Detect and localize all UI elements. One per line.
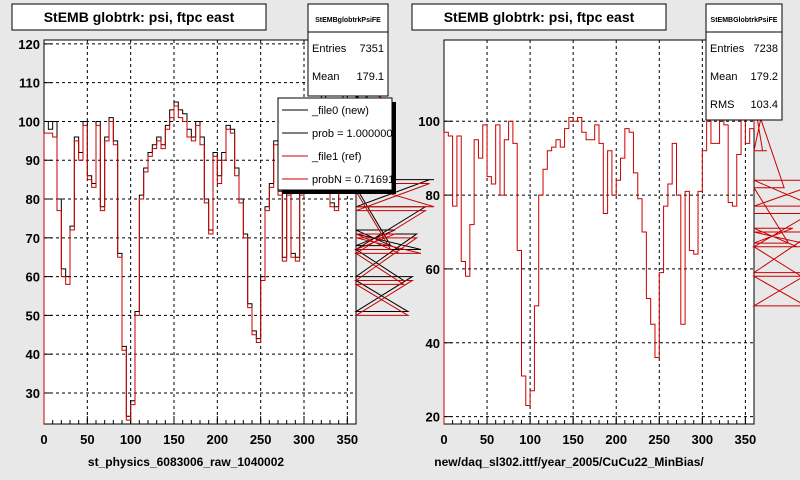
- y-tick-label: 120: [18, 37, 40, 52]
- y-tick-label: 80: [26, 192, 40, 207]
- series-line-1: [443, 69, 800, 424]
- x-tick-label: 300: [293, 432, 315, 447]
- x-tick-label: 100: [519, 432, 541, 447]
- x-tick-label: 200: [206, 432, 228, 447]
- x-tick-label: 250: [250, 432, 272, 447]
- stats-value: 179.2: [750, 71, 778, 83]
- panels: 0 50 100 150 200 250 300 3503040506070809010011…: [11, 3, 800, 469]
- stats-value: 7351: [360, 43, 384, 55]
- y-tick-label: 100: [18, 114, 40, 129]
- x-tick-label: 100: [120, 432, 142, 447]
- stats-label: Entries: [312, 43, 347, 55]
- y-tick-label: 80: [426, 188, 440, 203]
- stats-label: Mean: [710, 71, 738, 83]
- chart-panel-1: 0 50 100 150 200 250 300 350 30 40 50 60 70 80 90 100 11…: [11, 3, 435, 469]
- y-tick-label: 100: [418, 114, 440, 129]
- stats-value: 103.4: [750, 99, 778, 111]
- legend-box: [277, 97, 393, 191]
- chart-title: StEMB globtrk: psi, ftpc east: [444, 9, 635, 25]
- stats-label: RMS: [710, 99, 734, 111]
- x-tick-label: 350: [336, 432, 358, 447]
- x-axis-label: st_physics_6083006_raw_1040002: [88, 455, 284, 469]
- x-tick-label: 150: [163, 432, 185, 447]
- legend: _file0 (new) prob = 1.000000 _file1 (ref) p…: [282, 105, 400, 186]
- y-tick-label: 40: [26, 347, 40, 362]
- legend-entry: probN = 0.716910: [312, 174, 400, 186]
- title-box: [11, 3, 267, 31]
- y-tick-label: 20: [426, 410, 440, 425]
- y-tick-label: 60: [426, 262, 440, 277]
- stats-label: Mean: [312, 71, 340, 83]
- stats-value: 179.1: [356, 71, 384, 83]
- y-tick-label: 60: [26, 270, 40, 285]
- x-tick-label: 50: [480, 432, 494, 447]
- title-box: [411, 3, 667, 31]
- x-tick-label: 50: [80, 432, 94, 447]
- x-axis-label: new/daq_sl302.ittf/year_2005/CuCu22_MinB…: [434, 455, 704, 469]
- x-tick-label: 150: [562, 432, 584, 447]
- y-tick-label: 70: [26, 231, 40, 246]
- x-tick-label: 0: [440, 432, 447, 447]
- y-tick-label: 50: [26, 308, 40, 323]
- legend-entry: _file0 (new): [311, 105, 369, 117]
- y-tick-label: 90: [26, 153, 40, 168]
- legend-entry: _file1 (ref): [311, 151, 362, 163]
- y-tick-label: 30: [26, 386, 40, 401]
- chart-panel-2: 0 50 100 150 200 250 300 350 20 40 60 80 100 StEMB gl…: [411, 3, 800, 469]
- x-tick-label: 250: [648, 432, 670, 447]
- y-tick-label: 110: [19, 76, 40, 91]
- stats-box: [307, 3, 389, 97]
- stats-value: 7238: [754, 43, 778, 55]
- legend-entry: prob = 1.000000: [312, 128, 392, 140]
- stats-box: [705, 3, 783, 121]
- stats-name: StEMBglobtrkPsiFE: [315, 17, 381, 24]
- x-tick-label: 200: [605, 432, 627, 447]
- x-tick-label: 350: [735, 432, 757, 447]
- stats-name: StEMBGlobtrkPsiFE: [711, 17, 778, 24]
- stats-label: Entries: [710, 43, 745, 55]
- chart-title: StEMB globtrk: psi, ftpc east: [44, 9, 235, 25]
- x-tick-label: 0: [40, 432, 47, 447]
- y-tick-label: 40: [426, 336, 440, 351]
- x-tick-label: 300: [691, 432, 713, 447]
